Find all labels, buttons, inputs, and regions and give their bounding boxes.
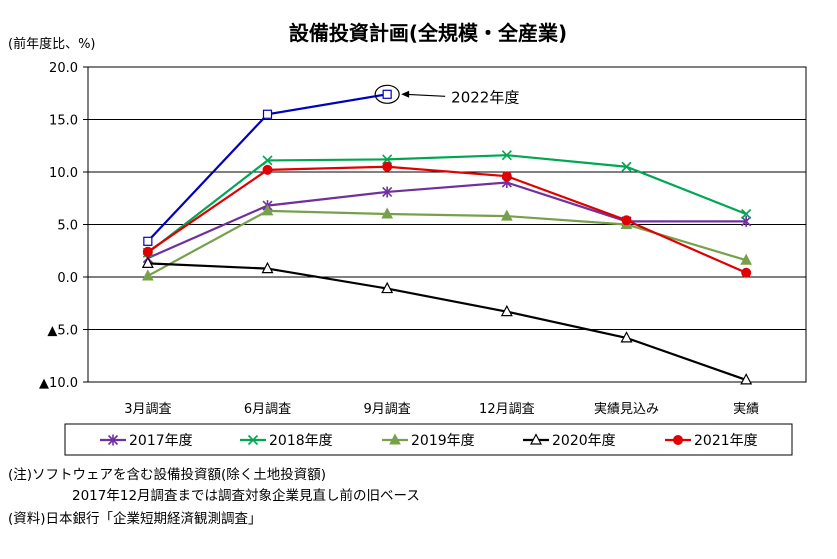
data-point: [620, 331, 633, 343]
legend-label: 2018年度: [269, 433, 333, 449]
data-point: [141, 256, 154, 268]
data-point: [501, 209, 513, 221]
x-axis-ticks: 3月調査 6月調査 9月調査 12月調査 実績見込み 実績: [124, 401, 759, 417]
data-point: [501, 171, 512, 182]
series-2022年度: [143, 89, 392, 246]
y-tick-label: ▲5.0: [47, 324, 78, 339]
annotation-layer: 2022年度: [374, 84, 519, 106]
legend-marker: [673, 435, 683, 445]
x-tick-label: 9月調査: [364, 402, 411, 417]
series-line: [147, 181, 747, 260]
data-point: [262, 109, 273, 119]
data-point: [500, 304, 513, 317]
y-axis-ticks: 20.0 15.0 10.0 5.0 0.0 ▲5.0 ▲10.0: [39, 61, 88, 391]
legend-label: 2017年度: [129, 433, 193, 449]
arrow-head: [401, 90, 410, 98]
legend-item-2020年度: 2020年度: [523, 433, 616, 449]
legend-marker: [530, 433, 542, 445]
data-point: [261, 204, 274, 216]
legend-label: 2020年度: [552, 433, 616, 449]
series-line: [147, 262, 747, 381]
data-point: [382, 89, 392, 99]
legend: 2017年度 2018年度 2019年度 2020年度 2021年度: [100, 433, 758, 449]
y-tick-label: 20.0: [49, 61, 78, 76]
y-tick-label: 0.0: [57, 271, 78, 286]
series-2017年度: [142, 177, 752, 264]
legend-marker: [107, 434, 119, 446]
x-tick-label: 実績見込み: [594, 401, 659, 417]
data-point: [381, 207, 393, 219]
series-2019年度: [142, 204, 752, 281]
data-point: [741, 267, 752, 278]
data-point: [261, 261, 274, 274]
legend-item-2017年度: 2017年度: [100, 433, 193, 449]
data-point: [142, 246, 153, 257]
data-point: [741, 208, 752, 220]
data-point: [381, 281, 394, 294]
legend-marker: [389, 433, 401, 445]
series-2021年度: [142, 161, 752, 278]
data-point: [262, 164, 273, 175]
y-tick-label: 15.0: [49, 114, 78, 129]
x-tick-label: 実績: [733, 401, 759, 417]
series-layer: [141, 89, 753, 385]
series-line: [147, 165, 747, 274]
legend-item-2019年度: 2019年度: [382, 433, 475, 449]
series-2018年度: [142, 150, 752, 258]
data-point: [262, 155, 273, 166]
gridlines: [88, 66, 806, 383]
series-line: [147, 209, 747, 277]
note-source: (資料)日本銀行「企業短期経済観測調査」: [8, 511, 262, 527]
legend-marker: [247, 434, 259, 446]
chart-title: 設備投資計画(全規模・全産業): [289, 21, 567, 45]
x-tick-label: 6月調査: [244, 402, 291, 417]
data-point: [382, 154, 393, 165]
legend-label: 2021年度: [694, 433, 758, 449]
annotation-label: 2022年度: [451, 88, 519, 106]
data-point: [740, 253, 752, 265]
y-tick-label: 10.0: [49, 166, 78, 181]
legend-item-2021年度: 2021年度: [665, 433, 758, 449]
x-tick-label: 3月調査: [124, 402, 171, 417]
y-tick-label: 5.0: [57, 219, 78, 234]
note-survey-basis: 2017年12月調査までは調査対象企業見直し前の旧ベース: [72, 488, 420, 504]
x-tick-label: 12月調査: [479, 402, 535, 417]
data-point: [143, 236, 153, 246]
data-point: [740, 373, 753, 385]
data-point: [382, 161, 393, 172]
data-point: [382, 186, 393, 198]
y-tick-label: ▲10.0: [39, 376, 78, 391]
legend-label: 2019年度: [411, 433, 475, 449]
data-point: [501, 150, 512, 161]
data-point: [621, 215, 632, 226]
series-line: [147, 154, 747, 254]
y-axis-unit-label: (前年度比、%): [8, 36, 96, 52]
data-point: [741, 215, 752, 227]
annotation-arrow: [405, 93, 446, 97]
legend-item-2018年度: 2018年度: [240, 433, 333, 449]
series-2020年度: [141, 256, 753, 385]
annotation-circle: [374, 84, 400, 104]
data-point: [142, 269, 154, 281]
note-software: (注)ソフトウェアを含む設備投資額(除く土地投資額): [8, 467, 327, 483]
data-point: [621, 161, 632, 172]
